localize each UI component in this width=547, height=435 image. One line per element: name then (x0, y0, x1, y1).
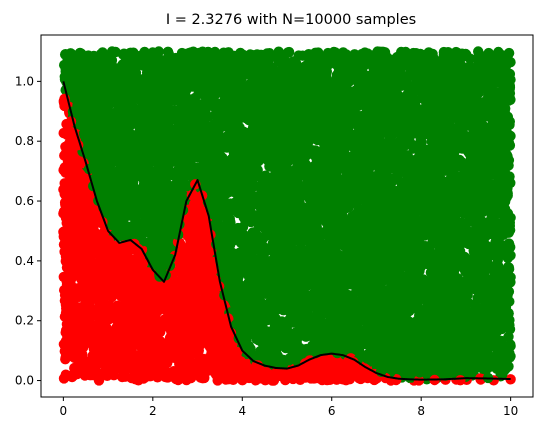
point-below-curve (58, 373, 70, 384)
sample-points (58, 46, 516, 386)
chart-title: I = 2.3276 with N=10000 samples (166, 12, 416, 28)
point-above-curve (421, 295, 432, 307)
